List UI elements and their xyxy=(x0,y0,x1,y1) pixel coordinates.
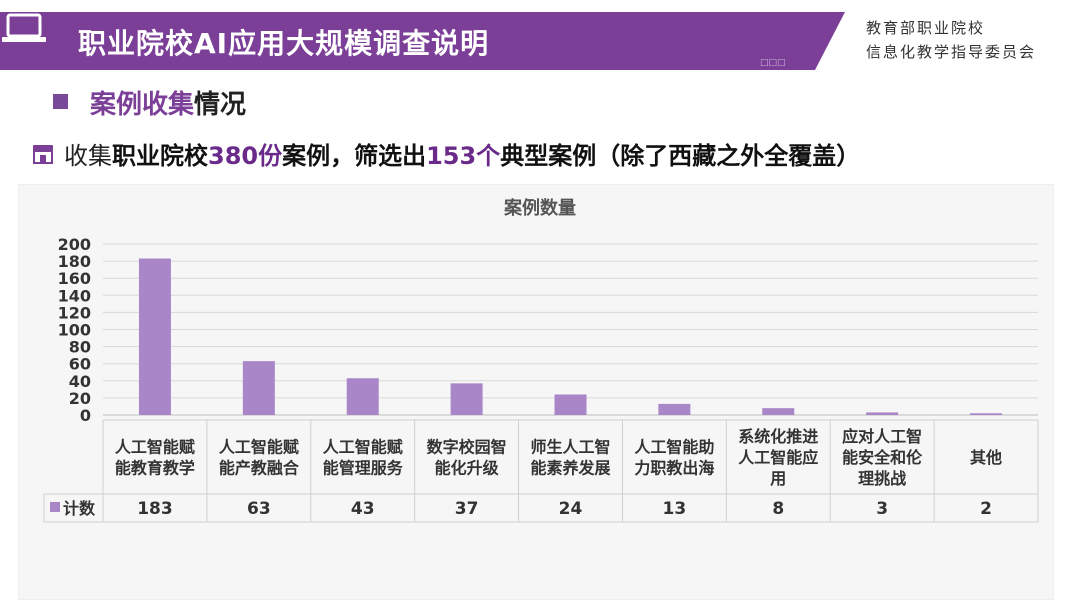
category-label: 人工智能赋能产教融合 xyxy=(219,438,300,478)
org-line-2: 信息化教学指导委员会 xyxy=(866,43,1037,61)
data-value-label: 3 xyxy=(876,499,888,519)
summary-part-4: 案例，筛选出 xyxy=(282,142,427,170)
laptop-icon xyxy=(2,13,46,42)
y-tick-label: 200 xyxy=(58,235,91,254)
category-label: 数字校园智能化升级 xyxy=(427,438,507,478)
y-tick-label: 160 xyxy=(58,269,91,288)
bar xyxy=(346,378,379,415)
summary-part-2: 职业院校 xyxy=(112,142,208,170)
summary-count-380: 380份 xyxy=(208,142,283,170)
bar xyxy=(242,361,275,415)
data-value-label: 24 xyxy=(559,499,583,519)
watermark: □□□ xyxy=(760,58,786,68)
y-tick-label: 0 xyxy=(80,406,91,425)
category-label: 师生人工智能素养发展 xyxy=(530,438,611,478)
data-value-label: 37 xyxy=(455,499,479,519)
bar xyxy=(450,383,483,415)
summary-part-6: 典型案例（除了西藏之外全覆盖） xyxy=(500,142,861,170)
category-label: 其他 xyxy=(970,448,1002,467)
legend-label: 计数 xyxy=(63,499,96,518)
category-label: 人工智能助力职教出海 xyxy=(634,438,714,478)
y-tick-label: 180 xyxy=(58,252,91,271)
org-name: 教育部职业院校 信息化教学指导委员会 xyxy=(866,16,1036,64)
data-value-label: 2 xyxy=(980,499,992,519)
y-tick-label: 80 xyxy=(69,338,91,357)
y-tick-label: 40 xyxy=(69,372,91,391)
data-value-label: 8 xyxy=(772,499,784,519)
data-value-label: 183 xyxy=(137,499,173,519)
y-tick-label: 20 xyxy=(69,389,91,408)
data-value-label: 43 xyxy=(351,499,375,519)
y-tick-label: 120 xyxy=(58,303,91,322)
bar xyxy=(866,412,899,415)
section-heading-accent: 案例收集 xyxy=(90,90,195,120)
y-tick-label: 140 xyxy=(58,286,91,305)
bar xyxy=(762,408,795,415)
chart-title: 案例数量 xyxy=(504,198,576,219)
data-value-label: 63 xyxy=(247,499,271,519)
summary-line: 收集职业院校380份案例，筛选出153个典型案例（除了西藏之外全覆盖） xyxy=(64,136,860,171)
summary-count-153: 153个 xyxy=(426,142,501,170)
category-label: 人工智能赋能教育教学 xyxy=(115,438,195,478)
data-value-label: 13 xyxy=(663,499,687,519)
category-label: 系统化推进人工智能应用 xyxy=(738,427,818,488)
section-bullet-icon xyxy=(53,94,68,109)
summary-part-1: 收集 xyxy=(64,142,112,170)
bar xyxy=(658,403,691,415)
section-heading-plain: 情况 xyxy=(194,90,247,120)
header-banner: 职业院校AI应用大规模调查说明 □□□ xyxy=(0,12,850,70)
category-label: 应对人工智能安全和伦理挑战 xyxy=(842,427,923,488)
page-title: 职业院校AI应用大规模调查说明 xyxy=(78,27,490,60)
org-line-1: 教育部职业院校 xyxy=(866,19,986,37)
legend-swatch xyxy=(50,502,60,512)
chart-panel xyxy=(18,184,1054,600)
store-icon xyxy=(33,145,53,164)
banner-shape xyxy=(0,12,850,70)
bar xyxy=(554,394,587,415)
category-label: 人工智能赋能管理服务 xyxy=(323,438,404,478)
bar xyxy=(970,413,1003,415)
section-heading: 案例收集情况 xyxy=(90,84,246,121)
bar xyxy=(138,258,171,415)
y-tick-label: 60 xyxy=(69,355,91,374)
y-tick-label: 100 xyxy=(58,321,91,340)
